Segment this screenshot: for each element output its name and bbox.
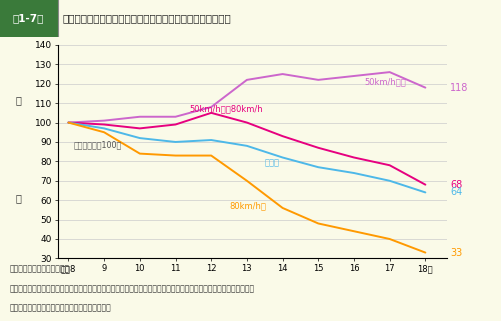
Text: 68: 68 — [449, 180, 462, 190]
Text: 50km/h以下: 50km/h以下 — [364, 77, 406, 86]
Text: 認め、危険を認知した時点の速度をいう。: 認め、危険を認知した時点の速度をいう。 — [10, 304, 112, 313]
Text: ２　危険認知速度とは、自動車又は原付運転者が、相手方車両、人、駐車車両又は物件等（防護さく、電柱等）を: ２ 危険認知速度とは、自動車又は原付運転者が、相手方車両、人、駐車車両又は物件等… — [10, 284, 255, 293]
Text: 指: 指 — [16, 95, 22, 105]
Text: 50km/h超～80km/h: 50km/h超～80km/h — [189, 104, 263, 114]
Text: 64: 64 — [449, 187, 462, 197]
Text: 118: 118 — [449, 82, 468, 93]
Text: 第1-7図: 第1-7図 — [13, 13, 44, 23]
Bar — [0, 0, 58, 37]
Text: 危険認知速度別交通事故件数（一般道路）及び死者数の推移: 危険認知速度別交通事故件数（一般道路）及び死者数の推移 — [63, 13, 231, 23]
Text: （平成８年＝100）: （平成８年＝100） — [74, 140, 122, 149]
Text: 死者数: 死者数 — [264, 159, 279, 168]
Text: 数: 数 — [16, 194, 22, 204]
Text: 80km/h超: 80km/h超 — [228, 202, 266, 211]
Text: 33: 33 — [449, 247, 462, 257]
Text: 注　１　警察庁資料による。: 注 １ 警察庁資料による。 — [10, 265, 70, 273]
